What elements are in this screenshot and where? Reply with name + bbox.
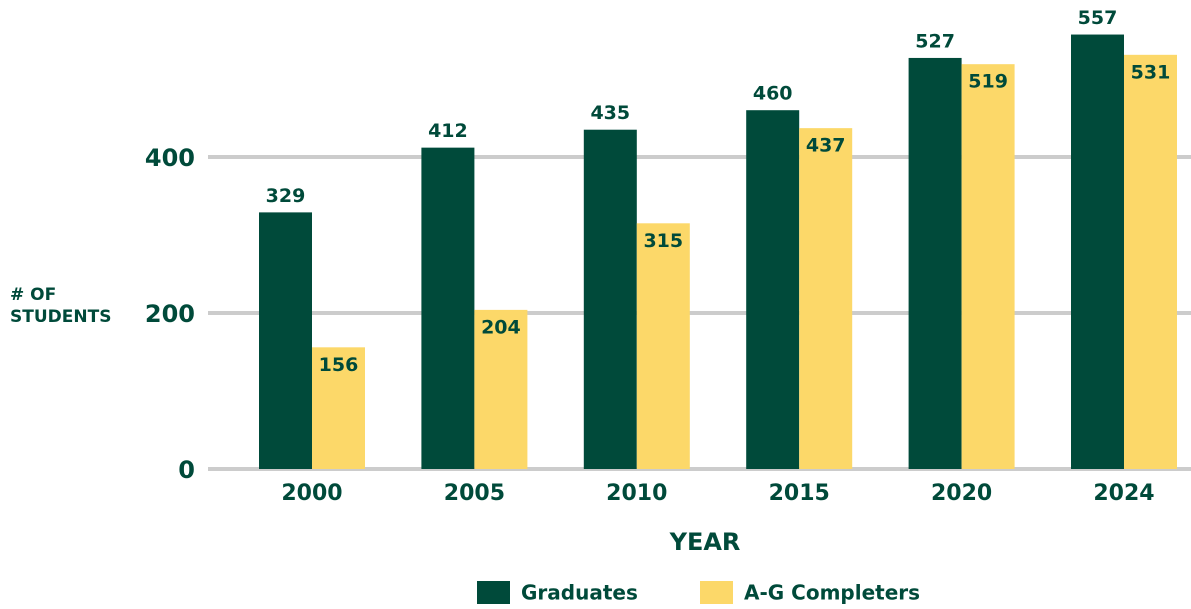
- bar: [312, 347, 365, 469]
- data-label: 156: [319, 354, 359, 376]
- bar: [259, 212, 312, 469]
- bar: [799, 128, 853, 469]
- data-label: 460: [753, 83, 793, 105]
- data-label: 412: [428, 120, 468, 142]
- y-axis-label: # OF STUDENTS: [10, 285, 112, 327]
- bar: [421, 147, 475, 469]
- data-label: 437: [806, 135, 846, 157]
- x-axis-label: YEAR: [669, 528, 741, 556]
- legend-swatch: [477, 581, 510, 604]
- bar: [746, 110, 800, 469]
- bar: [908, 57, 962, 469]
- data-label: 557: [1078, 7, 1118, 29]
- bar: [1071, 34, 1124, 469]
- data-label: 329: [266, 185, 306, 207]
- bar: [961, 64, 1015, 470]
- legend-swatch: [700, 581, 733, 604]
- y-tick-label: 200: [145, 300, 195, 328]
- legend-label: A-G Completers: [744, 581, 920, 605]
- bar: [1124, 54, 1177, 469]
- data-label: 315: [643, 230, 683, 252]
- x-tick-label: 2010: [606, 481, 667, 506]
- data-label: 204: [481, 316, 521, 338]
- x-tick-label: 2000: [281, 481, 342, 506]
- data-label: 435: [590, 102, 630, 124]
- bar: [474, 309, 528, 469]
- bar: [636, 223, 690, 469]
- x-tick-label: 2005: [444, 481, 505, 506]
- bar: [583, 129, 637, 469]
- x-tick-label: 2020: [931, 481, 992, 506]
- data-label: 527: [915, 30, 955, 52]
- y-tick-label: 0: [178, 456, 195, 484]
- x-tick-label: 2015: [769, 481, 830, 506]
- data-label: 519: [968, 71, 1008, 93]
- legend-label: Graduates: [521, 581, 638, 605]
- y-tick-label: 400: [145, 144, 195, 172]
- x-tick-label: 2024: [1093, 481, 1154, 506]
- data-label: 531: [1131, 61, 1171, 83]
